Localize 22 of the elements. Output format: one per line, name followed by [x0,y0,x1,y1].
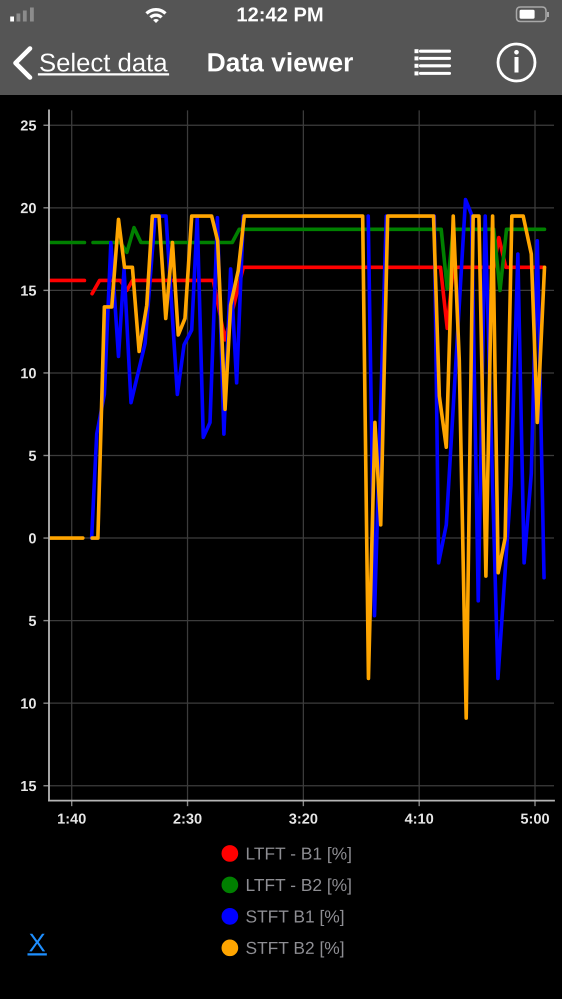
x-tick-label: 3:20 [289,813,318,824]
x-tick-label: 4:10 [404,813,434,824]
x-tick-label: 5:00 [520,813,549,824]
y-tick-label: 0 [28,533,36,544]
legend-label: STFT B2 [%] [246,941,344,958]
y-tick-label: 10 [21,368,36,378]
text: Select data [40,52,168,72]
legend-label: STFT B1 [%] [246,910,344,926]
y-tick-label: 5 [28,616,36,626]
x-tick-label: 2:30 [173,813,202,824]
y-tick-label: 25 [20,120,36,131]
x-tick-label: 1:40 [58,813,86,824]
legend-label: LTFT - B1 [%] [246,846,351,864]
text: 12:42 PM [238,7,322,22]
y-tick-label: 20 [20,202,36,214]
y-tick-label: 5 [28,450,36,461]
y-tick-label: 15 [21,780,36,792]
y-tick-label: 15 [21,286,36,296]
chart-title: Data viewer [208,52,353,72]
text: X [29,934,46,952]
legend-label: LTFT - B2 [%] [246,878,351,895]
y-tick-label: 10 [21,698,36,709]
